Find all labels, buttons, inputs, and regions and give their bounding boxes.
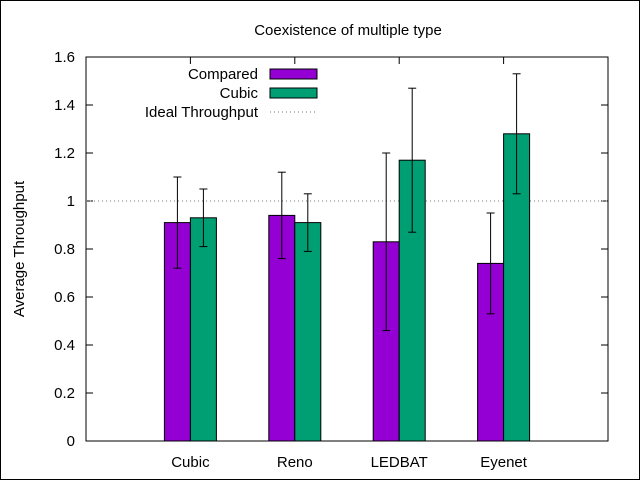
legend-label: Cubic <box>220 85 259 102</box>
legend-label: Ideal Throughput <box>145 104 259 121</box>
bar-cubic <box>189 217 217 442</box>
y-tick-label: 1.2 <box>54 145 75 162</box>
y-tick-label: 0 <box>67 433 75 450</box>
y-tick-label: 0.8 <box>54 241 75 258</box>
y-axis-label: Average Throughput <box>11 180 28 317</box>
legend-swatch <box>269 68 318 80</box>
y-tick-label: 0.6 <box>54 289 75 306</box>
legend-swatch <box>269 87 318 99</box>
plot-area: 0 0.2 0.4 0.6 0.8 1 1.2 1.4 1.6 Cubic Reno LEDBAT Ey… <box>54 49 609 471</box>
y-tick-label: 0.2 <box>54 385 75 402</box>
bar-cubic <box>294 222 322 442</box>
y-tick-label: 1.6 <box>54 49 75 66</box>
x-tick-label: LEDBAT <box>371 454 428 471</box>
chart-title: Coexistence of multiple type <box>254 22 442 39</box>
x-tick-label: Cubic <box>171 454 210 471</box>
x-tick-label: Reno <box>277 454 313 471</box>
legend-label: Compared <box>188 66 258 83</box>
x-tick-label: Eyenet <box>480 454 528 471</box>
y-tick-label: 0.4 <box>54 337 75 354</box>
y-tick-label: 1 <box>67 193 75 210</box>
y-tick-label: 1.4 <box>54 97 75 114</box>
